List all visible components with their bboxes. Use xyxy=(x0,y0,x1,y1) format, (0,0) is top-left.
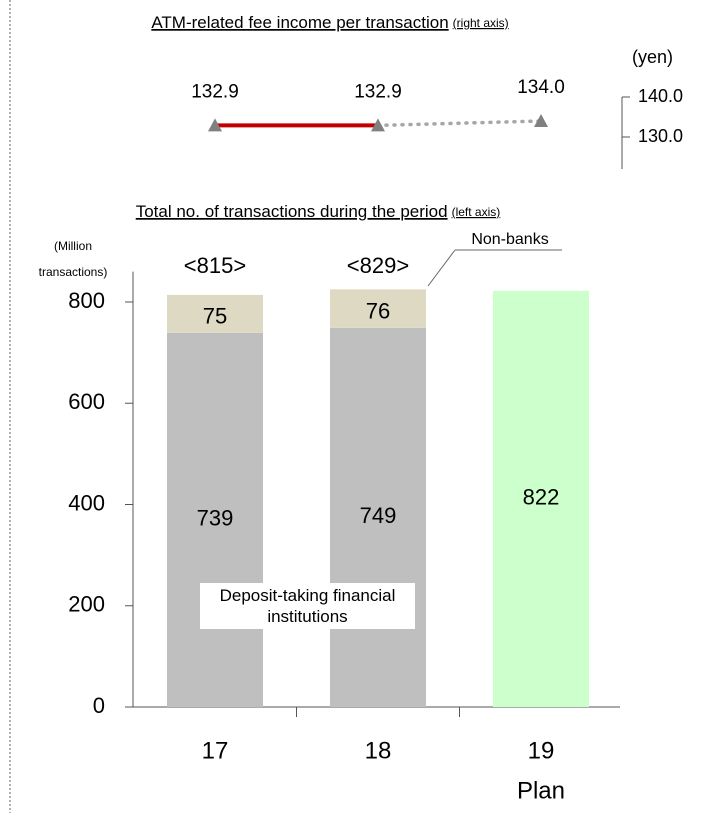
bar-title: Total no. of transactions during the per… xyxy=(136,202,501,221)
bar xyxy=(493,290,589,707)
bar xyxy=(330,289,426,328)
x-tick-note: Plan xyxy=(517,777,565,804)
bar xyxy=(167,332,263,707)
y-tick-label: 0 xyxy=(93,693,105,718)
line-marker xyxy=(208,118,222,132)
bar-value-label: 76 xyxy=(366,298,390,323)
x-tick-label: 18 xyxy=(365,737,392,764)
total-label: <829> xyxy=(347,253,409,278)
bar xyxy=(330,327,426,707)
bar-value-label: 75 xyxy=(203,304,227,329)
line-value-label: 134.0 xyxy=(517,77,565,98)
deposit-label: Deposit-taking financial institutions xyxy=(200,583,415,629)
line-marker xyxy=(534,114,548,127)
y-label: (Million transactions) xyxy=(38,239,108,279)
bar xyxy=(167,294,263,333)
bar-value-label: 749 xyxy=(360,503,397,528)
bar-value-label: 822 xyxy=(523,485,560,510)
bar-title-text: Total no. of transactions during the per… xyxy=(136,202,448,221)
y-tick-label: 400 xyxy=(68,490,105,515)
line-title-note: (right axis) xyxy=(453,16,509,30)
y2-tick-label: 130.0 xyxy=(638,126,683,146)
callout-line xyxy=(427,249,456,287)
line-title-text: ATM-related fee income per transaction xyxy=(151,13,448,32)
bar-title-note: (left axis) xyxy=(452,205,501,219)
y-tick-label: 200 xyxy=(68,592,105,617)
x-tick-label: 17 xyxy=(202,737,229,764)
line-value-label: 132.9 xyxy=(354,81,402,102)
nonbank-label: Non-banks xyxy=(471,231,549,248)
line-title: ATM-related fee income per transaction (r… xyxy=(151,13,508,32)
y-tick-label: 600 xyxy=(68,389,105,414)
line-segment xyxy=(376,119,543,128)
y-tick-label: 800 xyxy=(68,288,105,313)
x-tick-label: 19 xyxy=(528,737,555,764)
y2-label: (yen) xyxy=(632,47,673,67)
line-value-label: 132.9 xyxy=(191,81,239,102)
bar-value-label: 739 xyxy=(197,506,234,531)
total-label: <815> xyxy=(184,253,246,278)
y2-tick-label: 140.0 xyxy=(638,86,683,106)
line-marker xyxy=(371,118,385,132)
